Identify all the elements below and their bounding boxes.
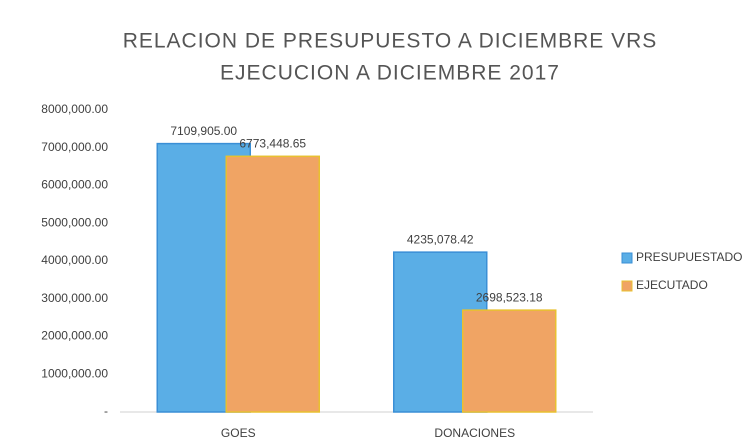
y-tick-label: - xyxy=(104,404,108,418)
y-tick-label: 7000,000.00 xyxy=(41,140,108,154)
legend-swatch xyxy=(621,280,633,292)
y-tick-label: 1000,000.00 xyxy=(41,366,108,380)
chart-title: RELACION DE PRESUPUESTO A DICIEMBRE VRS xyxy=(123,30,658,53)
y-tick-label: 2000,000.00 xyxy=(41,329,108,343)
legend-label: EJECUTADO xyxy=(636,278,708,292)
legend-label: PRESUPUESTADO xyxy=(636,250,742,264)
x-tick-label: DONACIONES xyxy=(434,426,515,440)
bar xyxy=(462,309,557,413)
data-label: 2698,523.18 xyxy=(476,290,543,304)
chart-title: EJECUCION A DICIEMBRE 2017 xyxy=(220,62,560,85)
y-tick-label: 6000,000.00 xyxy=(41,178,108,192)
data-label: 6773,448.65 xyxy=(239,136,306,150)
y-tick-label: 8000,000.00 xyxy=(41,102,108,116)
x-tick-label: GOES xyxy=(221,426,256,440)
y-tick-label: 3000,000.00 xyxy=(41,291,108,305)
data-label: 4235,078.42 xyxy=(407,232,474,246)
bar xyxy=(225,155,320,413)
y-tick-label: 5000,000.00 xyxy=(41,215,108,229)
legend-swatch xyxy=(621,252,633,264)
data-label: 7109,905.00 xyxy=(170,124,237,138)
y-tick-label: 4000,000.00 xyxy=(41,253,108,267)
